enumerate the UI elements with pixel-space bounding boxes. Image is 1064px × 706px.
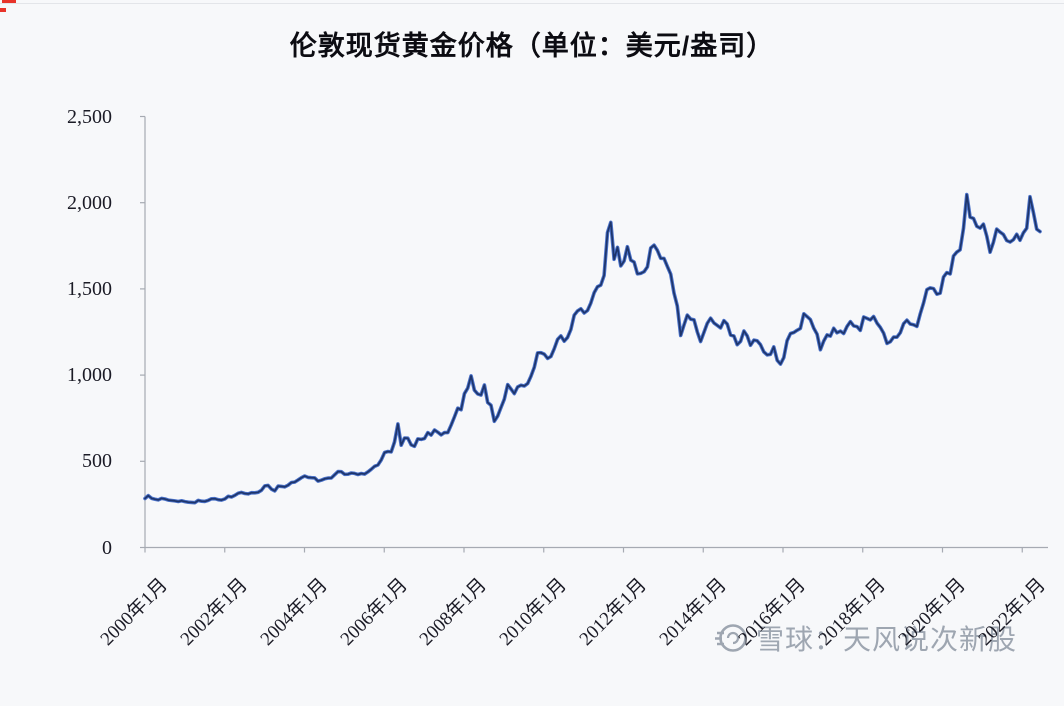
watermark: 雪球：天风说次新股 <box>714 618 1017 658</box>
y-axis-tick-label: 1,500 <box>67 277 112 300</box>
red-artifact-mark <box>2 0 16 3</box>
gold-price-line <box>144 193 1041 504</box>
chart-title: 伦敦现货黄金价格（单位：美元/盎司） <box>289 31 775 61</box>
y-axis-tick-label: 500 <box>82 450 112 473</box>
xueqiu-snowball-icon <box>715 624 747 652</box>
axes <box>140 115 1048 553</box>
y-axis-tick-label: 1,000 <box>67 364 112 387</box>
y-axis-tick-label: 2,000 <box>67 191 112 214</box>
red-artifact-mark <box>0 8 6 12</box>
top-border-line <box>0 3 1064 4</box>
watermark-text: 雪球：天风说次新股 <box>756 624 1018 655</box>
y-axis-tick-label: 2,500 <box>67 105 112 128</box>
gold-price-line-halo <box>143 192 1042 505</box>
y-axis-tick-label: 0 <box>102 536 112 559</box>
